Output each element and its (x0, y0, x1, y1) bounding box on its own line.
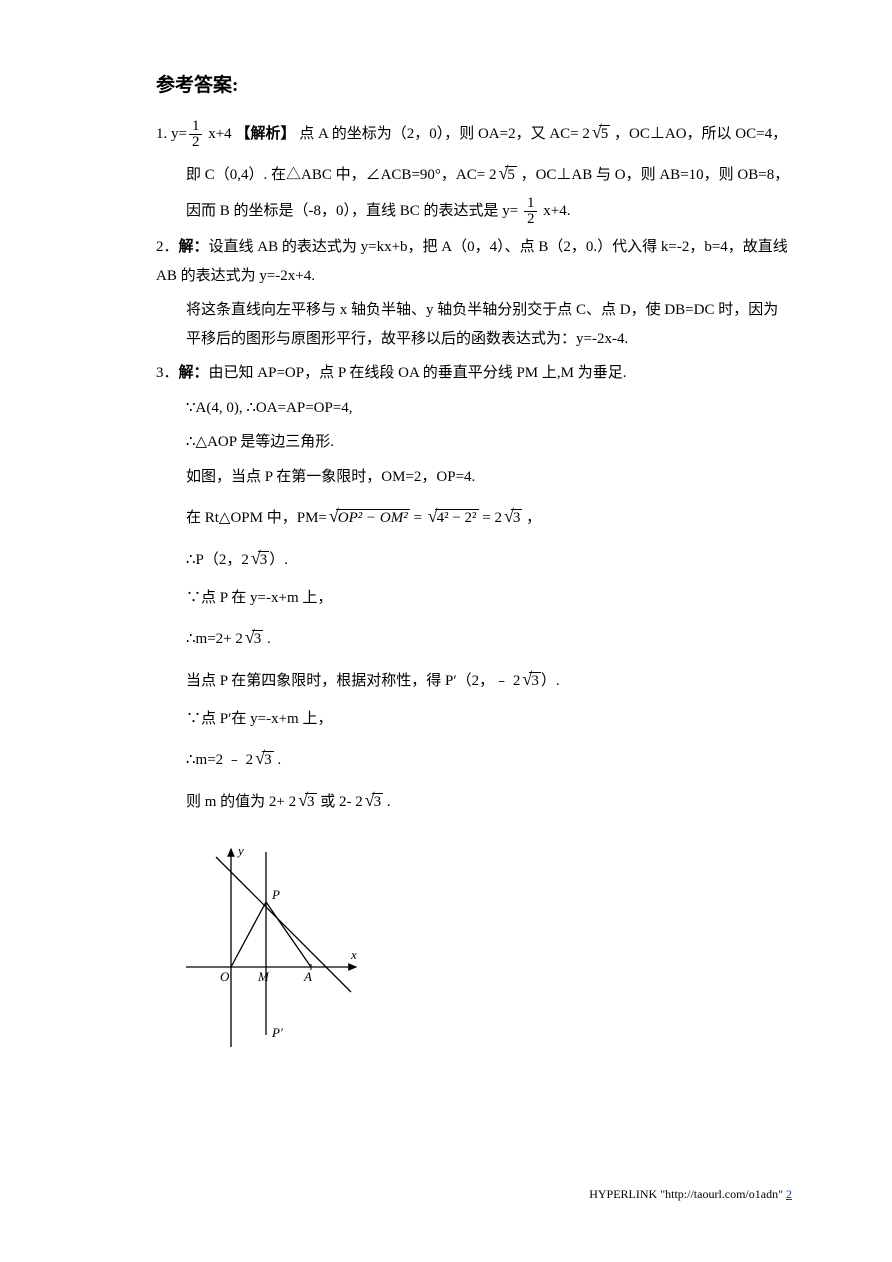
p3-label: 3． (156, 365, 179, 381)
page-number-link[interactable]: 2 (786, 1187, 792, 1201)
p3-l6: ∴P（2，2√3）. (156, 541, 792, 575)
p3-l12: 则 m 的值为 2+ 2√3 或 2- 2√3 . (156, 783, 792, 817)
page-container: 参考答案: 1. y=12 x+4 【解析】 点 A 的坐标为（2，0），则 O… (0, 0, 892, 1262)
sqrt-5-2: √5 (496, 156, 516, 190)
p3-l7: ∵点 P 在 y=-x+m 上， (156, 584, 792, 613)
label-x: x (350, 947, 357, 962)
problem-3: 3．解：由已知 AP=OP，点 P 在线段 OA 的垂直平分线 PM 上,M 为… (156, 359, 792, 388)
label-p: P (271, 887, 280, 902)
p1-line2: 即 C（0,4）. 在△ABC 中，∠ACB=90°，AC= 2√5 ，OC⊥A… (156, 156, 792, 190)
coordinate-graph: y x O M A P P′ (176, 837, 366, 1057)
sqrt-5-1: √5 (590, 115, 610, 149)
hyperlink-text: HYPERLINK "http://taourl.com/o1adn" (589, 1187, 786, 1201)
p3-l1: 由已知 AP=OP，点 P 在线段 OA 的垂直平分线 PM 上,M 为垂足. (209, 365, 627, 381)
p1-l1-end: ，OC⊥AO，所以 OC=4， (610, 126, 787, 142)
p1-after-frac: x+4 (204, 126, 235, 142)
problem-1: 1. y=12 x+4 【解析】 点 A 的坐标为（2，0），则 OA=2，又 … (156, 115, 792, 150)
sqrt-3-7: √3 (363, 783, 383, 817)
p2-l2: 将这条直线向左平移与 x 轴负半轴、y 轴负半轴分别交于点 C、点 D，使 DB… (156, 296, 792, 353)
sqrt-pm-diff: √OP² − OM² (327, 499, 410, 533)
segment-op (231, 902, 266, 967)
sqrt-3-6: √3 (296, 783, 316, 817)
p2-jie: 解： (179, 239, 209, 255)
fraction-half-2: 12 (524, 196, 538, 227)
sqrt-3-3: √3 (243, 620, 263, 654)
label-p-prime: P′ (271, 1025, 283, 1040)
p1-prefix: 1. y= (156, 126, 187, 142)
answers-title: 参考答案: (156, 70, 792, 97)
p2-label: 2． (156, 239, 179, 255)
p1-l1: 点 A 的坐标为（2，0），则 OA=2，又 AC= 2 (295, 126, 589, 142)
sqrt-3-5: √3 (253, 741, 273, 775)
p1-line3: 因而 B 的坐标是（-8，0），直线 BC 的表达式是 y= 12 x+4. (156, 196, 792, 227)
sqrt-3-2: √3 (249, 541, 269, 575)
fraction-half: 12 (189, 119, 203, 150)
sqrt-3-4: √3 (520, 662, 540, 696)
label-a: A (303, 969, 312, 984)
segment-pa (266, 902, 311, 967)
p2-l1: 设直线 AB 的表达式为 y=kx+b，把 A（0，4）、点 B（2，0.）代入… (156, 239, 788, 284)
problem-2: 2．解：设直线 AB 的表达式为 y=kx+b，把 A（0，4）、点 B（2，0… (156, 233, 792, 290)
p3-l10: ∵点 P′在 y=-x+m 上， (156, 705, 792, 734)
p3-l11: ∴m=2 ﹣ 2√3 . (156, 741, 792, 775)
p3-jie: 解： (179, 365, 209, 381)
analysis-label: 【解析】 (235, 126, 295, 142)
label-m: M (257, 969, 270, 984)
p3-l2: ∵A(4, 0), ∴OA=AP=OP=4, (156, 394, 792, 423)
label-y: y (236, 843, 244, 858)
line-y-neg-x-plus-m (216, 857, 351, 992)
sqrt-num-diff: √4² − 2² (426, 499, 479, 533)
sqrt-3-1: √3 (502, 499, 522, 533)
p3-l8: ∴m=2+ 2√3 . (156, 620, 792, 654)
p3-l3: ∴△AOP 是等边三角形. (156, 428, 792, 457)
page-footer: HYPERLINK "http://taourl.com/o1adn" 2 (589, 1187, 792, 1202)
p3-l5: 在 Rt△OPM 中，PM=√OP² − OM² = √4² − 2² = 2√… (156, 499, 792, 533)
p3-l9: 当点 P 在第四象限时，根据对称性，得 P′（2，﹣ 2√3）. (156, 662, 792, 696)
label-origin: O (220, 969, 230, 984)
p3-l4: 如图，当点 P 在第一象限时，OM=2，OP=4. (156, 463, 792, 492)
